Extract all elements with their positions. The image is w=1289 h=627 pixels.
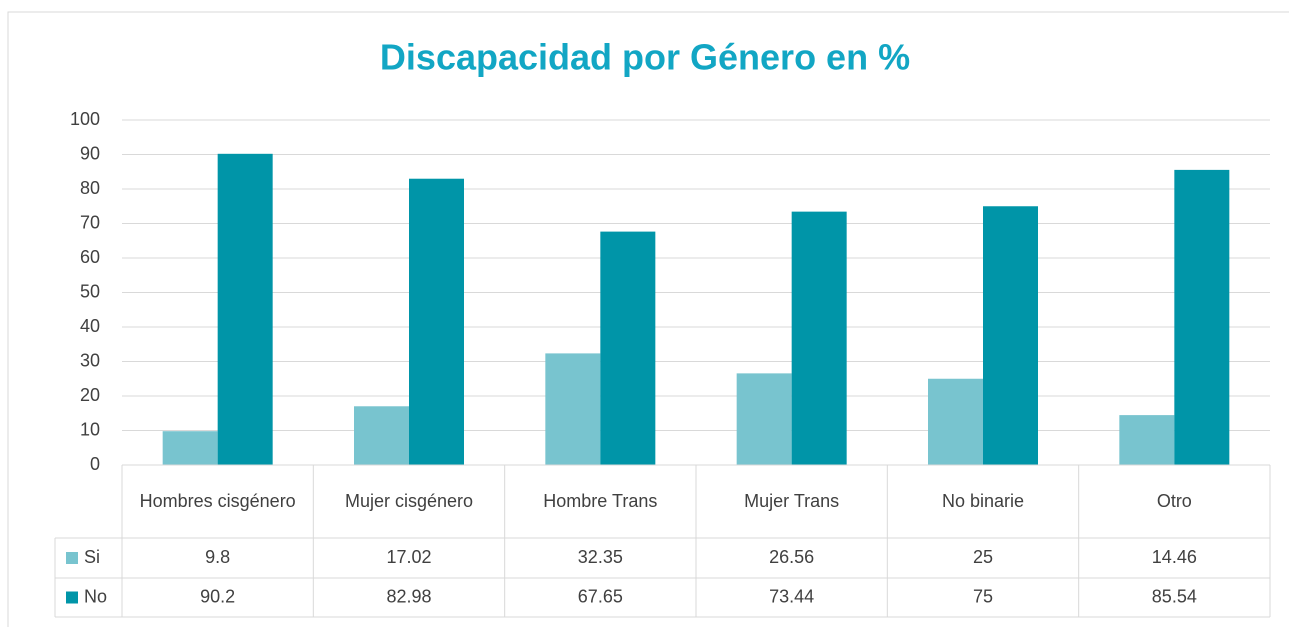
x-tick-label-box: Hombres cisgénero — [139, 491, 296, 512]
table-value: 26.56 — [769, 547, 814, 567]
x-tick-label: Hombre Trans — [543, 491, 658, 512]
table-value: 14.46 — [1152, 547, 1197, 567]
y-tick-label: 0 — [90, 454, 100, 474]
x-tick-label: Mujer cisgénero — [344, 491, 474, 512]
table-value: 9.8 — [205, 547, 230, 567]
y-tick-label: 20 — [80, 385, 100, 405]
bar — [545, 353, 601, 465]
y-tick-label: 80 — [80, 178, 100, 198]
bar — [354, 406, 409, 465]
x-tick-label: Hombres cisgénero — [139, 491, 296, 512]
x-tick-label: No binarie — [941, 491, 1025, 512]
x-tick-label-box: Hombre Trans — [543, 491, 658, 512]
x-tick-label-box: Otro — [1156, 491, 1192, 512]
y-tick-label: 30 — [80, 350, 100, 370]
y-tick-label: 70 — [80, 212, 100, 232]
bar — [1119, 415, 1175, 465]
y-tick-label: 50 — [80, 281, 100, 301]
bar — [217, 153, 273, 465]
bar — [162, 431, 218, 465]
bar — [791, 211, 847, 465]
bar — [409, 178, 464, 465]
bar — [928, 378, 983, 465]
table-value: 67.65 — [578, 586, 623, 606]
legend-label: Si — [84, 547, 100, 567]
bar — [736, 373, 792, 465]
x-tick-label: Mujer Trans — [744, 491, 840, 512]
table-value: 25 — [973, 547, 993, 567]
legend-key — [66, 552, 78, 564]
legend-key — [66, 591, 78, 604]
table-value: 85.54 — [1152, 586, 1197, 606]
table-value: 73.44 — [769, 586, 814, 606]
bar — [983, 206, 1038, 465]
y-tick-label: 60 — [80, 247, 100, 267]
chart-frame — [7, 11, 1289, 627]
x-tick-label-box: No binarie — [941, 491, 1025, 512]
x-tick-label-box: Mujer cisgénero — [344, 491, 474, 512]
bar — [600, 231, 656, 465]
x-tick-label-box: Mujer Trans — [744, 491, 840, 512]
y-tick-label: 100 — [70, 109, 100, 129]
table-value: 82.98 — [386, 586, 431, 606]
y-tick-label: 10 — [80, 419, 100, 439]
y-tick-label: 90 — [80, 143, 100, 163]
y-tick-label: 40 — [80, 316, 100, 336]
table-value: 17.02 — [386, 547, 431, 567]
bar — [1174, 169, 1230, 465]
x-tick-label: Otro — [1156, 491, 1192, 512]
legend-label: No — [84, 586, 107, 606]
table-value: 90.2 — [200, 586, 235, 606]
table-value: 32.35 — [578, 547, 623, 567]
table-value: 75 — [973, 586, 993, 606]
chart-title: Discapacidad por Género en % — [380, 37, 910, 78]
